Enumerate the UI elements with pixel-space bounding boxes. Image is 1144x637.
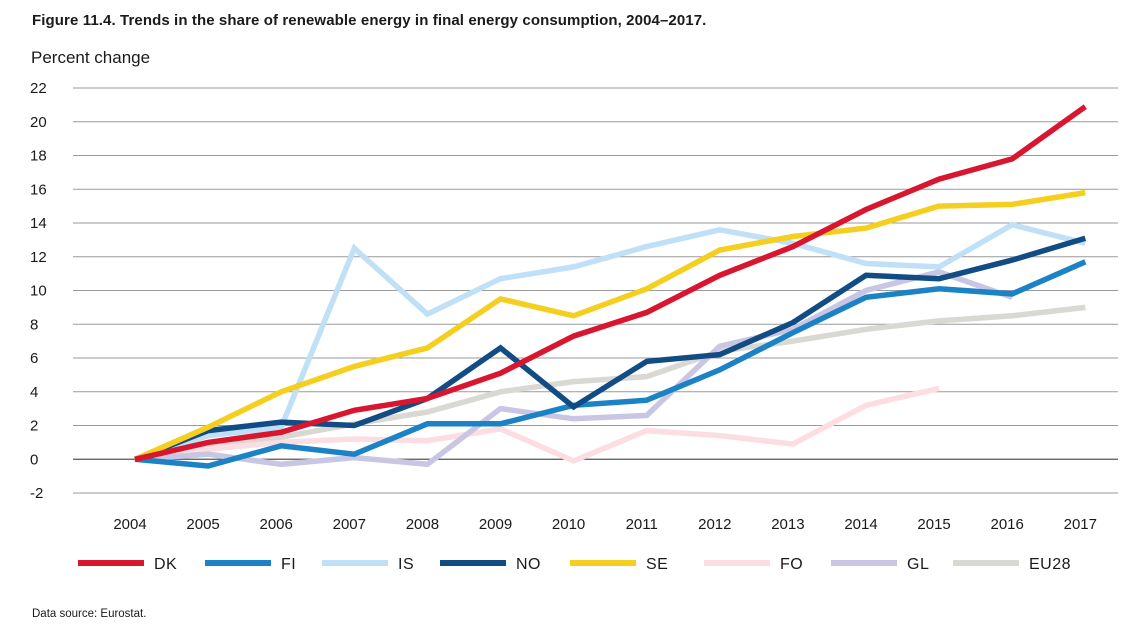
y-axis-label: Percent change: [31, 48, 151, 67]
y-tick-label: 10: [30, 283, 47, 300]
series-lines: [133, 104, 1087, 469]
series-line-se: [133, 189, 1086, 462]
legend: DK FI IS NO SE FO GL EU28: [78, 556, 1071, 573]
legend-label-fi: FI: [281, 556, 296, 573]
series-line-is: [134, 221, 1086, 462]
legend-label-eu28: EU28: [1029, 556, 1071, 573]
x-tick-label: 2017: [1064, 516, 1097, 533]
y-tick-label: 4: [30, 384, 38, 401]
y-tick-label: 14: [30, 215, 47, 232]
x-tick-labels: 2004 2005 2006 2007 2008 2009 2010 2011 2012 2013…: [113, 516, 1097, 533]
series-line-no: [133, 235, 1087, 462]
x-tick-label: 2009: [479, 516, 512, 533]
y-tick-label: 18: [30, 148, 47, 165]
chart-title: Figure 11.4. Trends in the share of rene…: [32, 12, 707, 29]
y-tick-label: -2: [30, 485, 43, 502]
x-tick-label: 2008: [406, 516, 439, 533]
series-line-eu28: [134, 304, 1086, 463]
series-line-fo: [134, 385, 940, 464]
legend-label-dk: DK: [154, 556, 177, 573]
y-tick-label: 20: [30, 114, 47, 131]
legend-label-gl: GL: [907, 556, 929, 573]
data-source-note: Data source: Eurostat.: [32, 608, 147, 620]
x-tick-label: 2004: [113, 516, 146, 533]
y-tick-label: 12: [30, 249, 47, 266]
series-line-dk: [134, 104, 1087, 462]
series-line-gl: [134, 269, 1014, 468]
y-tick-label: 16: [30, 181, 47, 198]
legend-label-se: SE: [646, 556, 668, 573]
legend-label-fo: FO: [780, 556, 803, 573]
y-tick-label: 8: [30, 316, 38, 333]
legend-label-is: IS: [398, 556, 414, 573]
series-line-fi: [134, 259, 1087, 469]
legend-label-no: NO: [516, 556, 541, 573]
x-tick-label: 2013: [771, 516, 804, 533]
y-tick-label: 6: [30, 350, 38, 367]
x-tick-label: 2007: [333, 516, 366, 533]
x-tick-label: 2006: [260, 516, 293, 533]
x-tick-label: 2011: [626, 516, 658, 533]
x-tick-label: 2014: [844, 516, 877, 533]
x-tick-label: 2015: [917, 516, 950, 533]
y-tick-label: 22: [30, 80, 47, 97]
y-tick-labels: -2 0 2 4 6 8 10 12 14 16 18 20 22: [30, 80, 47, 502]
x-tick-label: 2005: [186, 516, 219, 533]
x-tick-label: 2016: [991, 516, 1024, 533]
x-tick-label: 2010: [552, 516, 585, 533]
x-tick-label: 2012: [698, 516, 731, 533]
y-tick-label: 0: [30, 451, 38, 468]
y-tick-label: 2: [30, 418, 38, 435]
